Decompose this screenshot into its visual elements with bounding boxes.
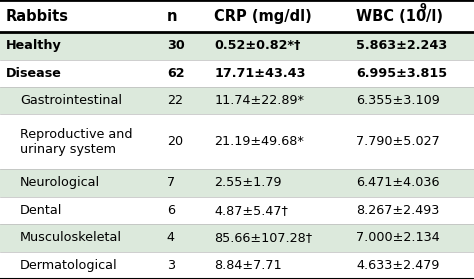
Text: Disease: Disease — [6, 67, 62, 80]
Bar — [0, 169, 474, 197]
Text: 20: 20 — [167, 135, 183, 148]
Text: Healthy: Healthy — [6, 39, 62, 52]
Text: 7.000±2.134: 7.000±2.134 — [356, 231, 440, 244]
Text: 21.19±49.68*: 21.19±49.68* — [214, 135, 304, 148]
Text: 0.52±0.82*†: 0.52±0.82*† — [214, 39, 301, 52]
Bar — [0, 224, 474, 252]
Text: Gastrointestinal: Gastrointestinal — [20, 94, 122, 107]
Text: Dental: Dental — [20, 204, 62, 217]
Text: 4.87±5.47†: 4.87±5.47† — [214, 204, 288, 217]
Text: 85.66±107.28†: 85.66±107.28† — [214, 231, 312, 244]
Text: Rabbits: Rabbits — [6, 9, 69, 23]
Text: Neurological: Neurological — [20, 177, 100, 189]
Text: 6.995±3.815: 6.995±3.815 — [356, 67, 447, 80]
Text: Musculoskeletal: Musculoskeletal — [20, 231, 122, 244]
Text: 2.55±1.79: 2.55±1.79 — [214, 177, 282, 189]
Text: 62: 62 — [167, 67, 184, 80]
Text: 6.471±4.036: 6.471±4.036 — [356, 177, 440, 189]
Text: 4: 4 — [167, 231, 175, 244]
Text: Reproductive and
urinary system: Reproductive and urinary system — [20, 128, 132, 156]
Text: Dermatological: Dermatological — [20, 259, 118, 272]
Bar — [0, 59, 474, 87]
Bar — [0, 87, 474, 114]
Text: 9: 9 — [419, 3, 426, 13]
Text: 7.790±5.027: 7.790±5.027 — [356, 135, 440, 148]
Bar — [0, 252, 474, 279]
Bar — [0, 0, 474, 32]
Text: 30: 30 — [167, 39, 184, 52]
Text: 22: 22 — [167, 94, 183, 107]
Text: /l): /l) — [426, 9, 443, 23]
Bar — [0, 197, 474, 224]
Text: n: n — [167, 9, 177, 23]
Text: 7: 7 — [167, 177, 175, 189]
Text: WBC (10: WBC (10 — [356, 9, 427, 23]
Text: 6.355±3.109: 6.355±3.109 — [356, 94, 440, 107]
Text: 6: 6 — [167, 204, 175, 217]
Text: 11.74±22.89*: 11.74±22.89* — [214, 94, 304, 107]
Text: 17.71±43.43: 17.71±43.43 — [214, 67, 306, 80]
Text: 4.633±2.479: 4.633±2.479 — [356, 259, 440, 272]
Bar — [0, 32, 474, 59]
Text: 5.863±2.243: 5.863±2.243 — [356, 39, 447, 52]
Text: 3: 3 — [167, 259, 175, 272]
Text: 8.267±2.493: 8.267±2.493 — [356, 204, 440, 217]
Text: 8.84±7.71: 8.84±7.71 — [214, 259, 282, 272]
Bar — [0, 114, 474, 169]
Text: CRP (mg/dl): CRP (mg/dl) — [214, 9, 312, 23]
